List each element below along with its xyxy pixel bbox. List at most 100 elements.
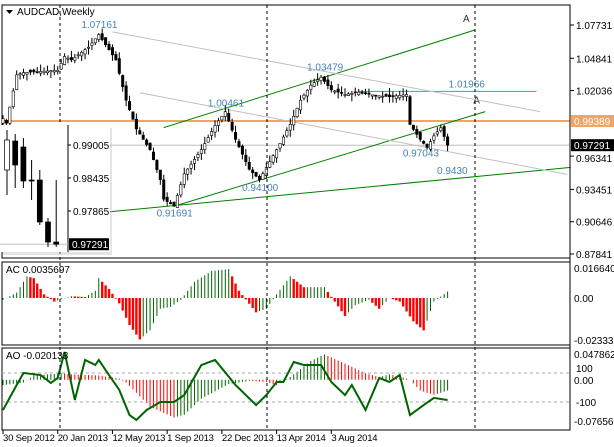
candle-body [165,196,169,202]
candle-body [309,84,313,90]
ac-label: AC 0.0035697 [6,265,70,276]
candle-body [56,69,60,73]
candle [145,138,149,147]
candle-body [257,175,261,180]
candle [158,169,162,185]
candle [370,94,374,100]
candle [268,155,272,169]
candle-body [446,136,450,146]
dropdown-triangle-icon[interactable] [6,10,13,14]
candle [121,74,125,92]
candle [134,113,138,135]
candle [199,144,203,160]
price-tick-label: 0.90646 [576,218,613,229]
candle [213,120,217,138]
candle [411,124,415,132]
candle-body [442,126,446,137]
candle [124,81,128,107]
candle [316,73,320,86]
candle [66,55,70,64]
candle [220,115,224,123]
candle-body [405,94,409,97]
candle-body [186,168,190,175]
cci-level-label: 100 [576,364,593,375]
candle-body [189,163,193,169]
candle [97,33,101,43]
price-tick-label: 0.96341 [576,154,613,165]
inset-candle-body [36,179,43,223]
candle-body [401,94,405,97]
candle-body [155,159,159,170]
price-annotation: 0.91691 [157,208,194,219]
chart-title: AUDCAD,Weekly [17,7,95,18]
candle-body [268,161,272,168]
candle [357,88,361,96]
date-tick-label: 1 Sep 2013 [167,433,214,444]
candle [223,104,227,122]
trendline-green [85,166,571,215]
candle-body [432,135,436,141]
candle-body [22,72,26,76]
candle [292,109,296,131]
candle-body [230,121,234,131]
candle [275,148,279,163]
inset-tick-label: 0.98435 [73,174,110,185]
candle-body [367,92,371,95]
candle-body [52,70,56,73]
price-tick-label: 1.07731 [576,21,613,32]
inset-candle [45,218,51,248]
candle-body [387,94,391,98]
candle-body [76,54,80,57]
ac-tick-label: 0.016640 [574,264,614,275]
candle [381,91,385,103]
candle-body [220,116,224,121]
candle-body [350,92,354,95]
candle [18,72,22,80]
candle [186,168,190,181]
ac-tick-label: -0.023335 [574,336,614,347]
candle-body [435,131,439,135]
trendline-grey [139,92,568,175]
candle [415,125,419,138]
candle [329,81,333,93]
candle-body [80,51,84,57]
inset-tick-label: 0.97865 [73,207,110,218]
candle [56,66,60,75]
candle [230,118,234,133]
candle [35,66,39,74]
candle-body [370,94,374,97]
candle [384,93,388,97]
candle [401,88,405,101]
candle [87,40,91,55]
candle [244,148,248,166]
candle-body [288,124,292,131]
price-tick-label: 1.04841 [576,54,613,65]
candle-body [179,184,183,196]
candle [100,28,104,42]
candle-body [151,151,155,160]
candle-body [261,173,265,180]
candle [251,167,255,179]
candle-body [244,154,248,163]
price-annotation: 0.9430 [437,166,468,177]
candle [295,107,299,119]
candle-body [172,201,176,207]
candle [432,132,436,144]
candle-body [63,56,67,65]
candle-body [364,92,368,95]
candle [374,94,378,100]
candle [281,134,285,146]
candle [309,79,313,95]
candle-body [415,129,419,135]
price-annotation: 1.07161 [81,20,118,31]
candle [367,88,371,98]
inset-candle [36,170,43,226]
candle-body [439,127,443,132]
date-tick-label: 3 Aug 2014 [331,433,377,444]
candle-body [69,57,73,61]
candle-body [216,120,220,126]
candle-body [322,76,326,82]
candle [210,127,214,140]
candle-body [35,71,39,73]
